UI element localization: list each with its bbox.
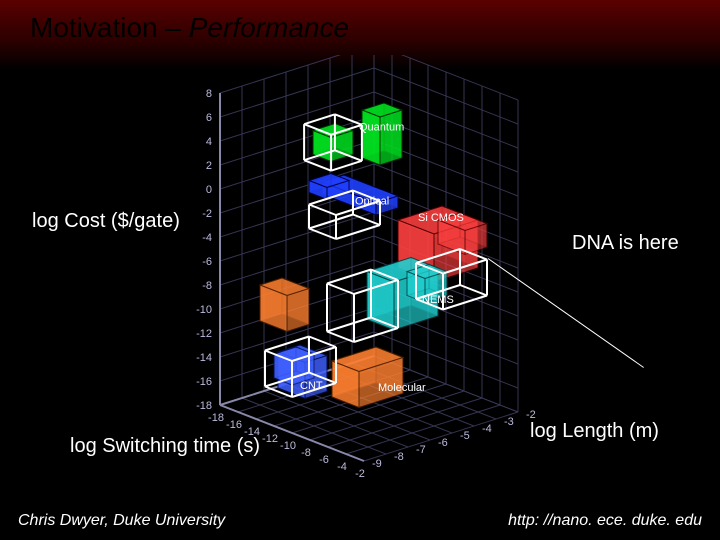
dna-annotation: DNA is here — [572, 232, 679, 255]
svg-text:-5: -5 — [460, 430, 470, 442]
svg-text:CNT: CNT — [300, 380, 323, 392]
svg-text:-3: -3 — [504, 416, 514, 428]
svg-text:-4: -4 — [337, 461, 347, 473]
z-axis-label: log Cost ($/gate) — [32, 210, 180, 233]
svg-text:-10: -10 — [280, 440, 296, 452]
svg-text:-12: -12 — [262, 433, 278, 445]
svg-text:4: 4 — [206, 136, 212, 148]
svg-text:-8: -8 — [301, 447, 311, 459]
svg-text:6: 6 — [206, 112, 212, 124]
svg-text:-6: -6 — [319, 454, 329, 466]
svg-text:Molecular: Molecular — [378, 382, 426, 394]
y-axis-label: log Length (m) — [530, 420, 659, 443]
svg-text:-16: -16 — [196, 376, 212, 388]
slide-title: Motivation – Performance — [30, 12, 349, 44]
svg-text:-10: -10 — [196, 304, 212, 316]
svg-text:-8: -8 — [394, 451, 404, 463]
x-axis-label: log Switching time (s) — [70, 435, 260, 458]
svg-text:NEMS: NEMS — [422, 294, 454, 306]
svg-text:-2: -2 — [355, 468, 365, 480]
footer-url: http: //nano. ece. duke. edu — [508, 512, 702, 530]
svg-text:0: 0 — [206, 184, 212, 196]
svg-text:-14: -14 — [196, 352, 212, 364]
svg-text:2: 2 — [206, 160, 212, 172]
svg-text:-4: -4 — [202, 232, 212, 244]
svg-text:-7: -7 — [416, 444, 426, 456]
title-emphasis: Performance — [189, 12, 349, 43]
svg-text:-12: -12 — [196, 328, 212, 340]
svg-text:-6: -6 — [438, 437, 448, 449]
footer-author: Chris Dwyer, Duke University — [18, 512, 225, 530]
svg-text:Si CMOS: Si CMOS — [418, 212, 464, 224]
svg-text:Quantum: Quantum — [359, 122, 404, 134]
svg-text:Optical: Optical — [355, 196, 389, 208]
svg-text:-18: -18 — [196, 400, 212, 412]
svg-text:-6: -6 — [202, 256, 212, 268]
svg-text:-9: -9 — [372, 458, 382, 470]
svg-text:-16: -16 — [226, 419, 242, 431]
svg-text:-4: -4 — [482, 423, 492, 435]
svg-text:-18: -18 — [208, 412, 224, 424]
title-plain: Motivation – — [30, 12, 189, 43]
svg-text:-8: -8 — [202, 280, 212, 292]
svg-text:8: 8 — [206, 88, 212, 100]
svg-text:-2: -2 — [202, 208, 212, 220]
